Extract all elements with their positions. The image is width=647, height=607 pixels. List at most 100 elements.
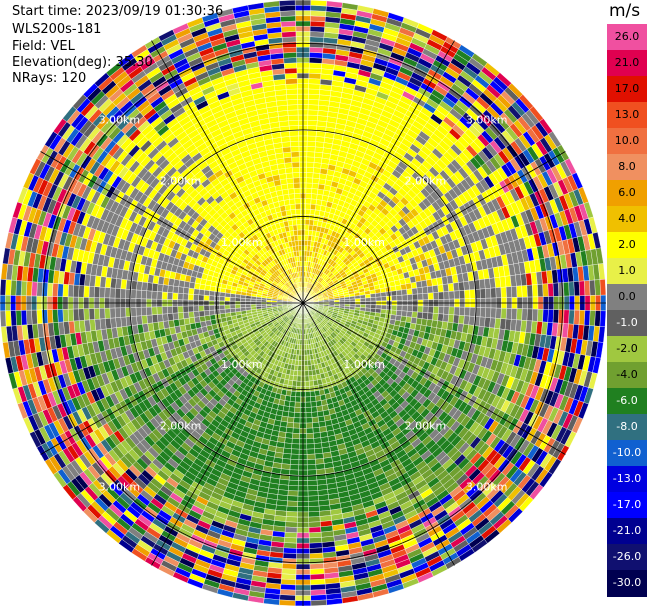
velocity-bin: [305, 401, 312, 408]
velocity-bin: [308, 73, 322, 80]
velocity-bin: [411, 311, 418, 319]
velocity-bin: [313, 167, 321, 174]
velocity-bin: [285, 516, 298, 523]
velocity-bin: [416, 311, 423, 319]
velocity-bin: [308, 88, 320, 95]
velocity-bin: [295, 396, 301, 403]
velocity-bin: [552, 282, 560, 297]
velocity-bin: [380, 291, 387, 298]
velocity-bin: [308, 532, 322, 539]
velocity-bin: [516, 308, 523, 321]
velocity-bin: [312, 427, 321, 434]
velocity-bin: [307, 365, 313, 371]
velocity-bin: [490, 307, 497, 319]
velocity-bin: [416, 287, 423, 295]
velocity-bin: [307, 135, 317, 142]
velocity-bin: [314, 453, 324, 460]
velocity-bin: [453, 314, 460, 324]
velocity-bin: [308, 67, 322, 74]
velocity-bin: [406, 311, 413, 318]
velocity-bin: [290, 453, 300, 460]
velocity-bin: [304, 354, 308, 361]
velocity-bin: [283, 447, 292, 455]
velocity-bin: [390, 285, 397, 292]
velocity-bin: [290, 390, 297, 397]
velocity-bin: [306, 443, 315, 450]
velocity-bin: [297, 365, 302, 372]
velocity-bin: [310, 0, 327, 7]
velocity-bin: [303, 344, 307, 351]
velocity-bin: [307, 109, 319, 116]
velocity-bin: [396, 289, 403, 296]
velocity-bin: [286, 505, 298, 513]
velocity-bin: [309, 41, 324, 48]
velocity-bins: [0, 0, 607, 607]
velocity-bin: [443, 306, 450, 315]
velocity-bin: [308, 93, 320, 101]
velocity-bin: [469, 307, 476, 317]
velocity-bin: [287, 490, 299, 497]
velocity-bin: [344, 299, 351, 303]
velocity-bin: [438, 306, 445, 315]
velocity-bin: [395, 284, 402, 291]
velocity-bin: [552, 309, 560, 324]
velocity-bin: [289, 469, 299, 476]
velocity-bin: [311, 416, 319, 423]
velocity-bin: [306, 448, 316, 455]
velocity-bin: [309, 36, 325, 43]
velocity-bin: [479, 288, 486, 299]
velocity-bin: [573, 309, 580, 325]
velocity-bin: [558, 282, 565, 297]
velocity-bin: [453, 290, 460, 300]
velocity-bin: [578, 310, 586, 326]
velocity-bin: [311, 411, 319, 418]
velocity-bin: [287, 495, 299, 502]
velocity-bin: [297, 370, 302, 377]
velocity-bin: [505, 308, 513, 320]
velocity-bin: [432, 313, 439, 321]
velocity-bin: [563, 309, 570, 325]
velocity-bin: [285, 432, 293, 439]
velocity-bin: [521, 285, 528, 298]
velocity-bin: [289, 464, 299, 471]
velocity-bin: [547, 283, 554, 297]
velocity-bin: [307, 130, 317, 137]
velocity-bin: [292, 433, 300, 439]
velocity-bin: [365, 297, 372, 302]
velocity-bin: [490, 287, 497, 299]
velocity-bin: [291, 443, 300, 450]
velocity-bin: [370, 304, 377, 309]
velocity-bin: [281, 563, 297, 570]
velocity-bin: [365, 293, 371, 299]
velocity-bin: [306, 427, 314, 434]
velocity-bin: [437, 313, 444, 322]
velocity-bin: [290, 448, 300, 455]
velocity-bin: [313, 432, 321, 439]
velocity-bin: [305, 203, 311, 210]
velocity-bin: [375, 296, 382, 302]
velocity-bin: [311, 183, 319, 190]
velocity-bin: [283, 542, 297, 549]
velocity-bin: [437, 284, 444, 293]
velocity-bin: [307, 464, 317, 471]
velocity-bin: [288, 485, 299, 492]
velocity-bin: [303, 328, 306, 335]
velocity-bin: [310, 5, 327, 12]
velocity-bin: [308, 505, 320, 513]
velocity-bin: [306, 459, 316, 466]
velocity-bin: [309, 209, 316, 216]
velocity-bin: [309, 573, 325, 580]
velocity-bin: [375, 292, 382, 298]
velocity-bin: [310, 594, 327, 601]
velocity-bin: [293, 412, 301, 419]
velocity-bin: [458, 281, 465, 291]
velocity-bin: [287, 411, 295, 418]
velocity-bin: [304, 365, 309, 372]
velocity-bin: [289, 396, 296, 403]
velocity-bin: [485, 307, 492, 318]
velocity-bin: [314, 447, 323, 455]
velocity-bin: [390, 290, 397, 297]
velocity-bin: [459, 306, 466, 316]
velocity-bin: [495, 307, 502, 319]
velocity-bin: [304, 219, 310, 226]
